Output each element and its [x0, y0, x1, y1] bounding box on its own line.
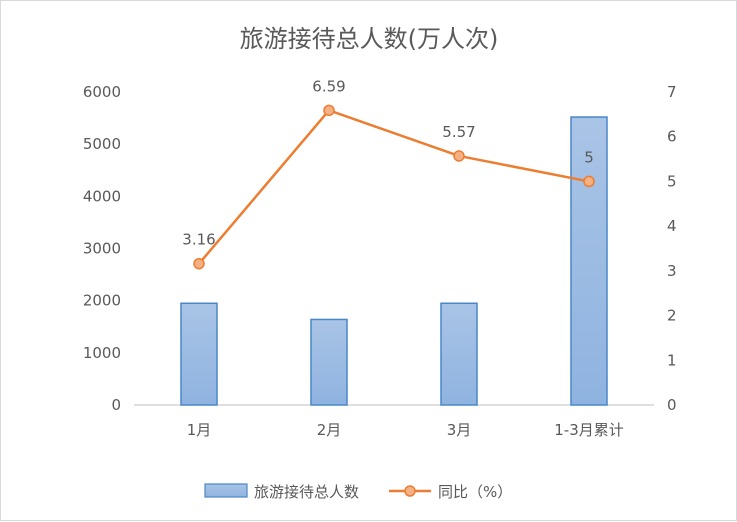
y-right-tick-label: 4 — [667, 217, 677, 235]
bar — [180, 302, 218, 406]
line-point — [193, 257, 205, 270]
y-right-tick-label: 6 — [667, 128, 677, 146]
y-right-tick-label: 0 — [667, 396, 677, 414]
y-right-tick-label: 3 — [667, 262, 677, 280]
bar — [310, 318, 348, 406]
legend-bar-label: 旅游接待总人数 — [254, 483, 359, 501]
data-label: 3.16 — [182, 231, 215, 249]
x-tick-label: 3月 — [447, 421, 472, 439]
y-left-tick-label: 2000 — [83, 292, 121, 310]
data-label: 6.59 — [312, 77, 345, 95]
legend: 旅游接待总人数 同比（%） — [204, 483, 512, 501]
legend-line-marker — [404, 485, 416, 497]
y-right-tick-label: 2 — [667, 307, 677, 325]
y-left-tick-label: 6000 — [83, 83, 121, 101]
line-point — [583, 175, 595, 188]
x-tick-label: 1月 — [187, 421, 212, 439]
line-point — [323, 104, 335, 117]
y-right-tick-label: 1 — [667, 351, 677, 369]
x-tick-label: 1-3月累计 — [554, 421, 624, 439]
legend-line-label: 同比（%） — [438, 483, 512, 501]
chart-title: 旅游接待总人数(万人次) — [240, 25, 499, 53]
y-left-tick-label: 1000 — [83, 344, 121, 362]
bar — [570, 116, 608, 406]
axes: 0 1000 2000 3000 4000 5000 6000 0 1 2 3 4 5 6 7 1月 2月 3月 1… — [83, 83, 677, 439]
data-label: 5.57 — [442, 123, 475, 141]
x-tick-label: 2月 — [317, 421, 342, 439]
bar — [440, 302, 478, 406]
legend-bar-swatch — [204, 483, 248, 498]
line-series: 3.16 6.59 5.57 5 — [182, 77, 595, 270]
line-point — [453, 150, 465, 162]
y-left-tick-label: 4000 — [83, 187, 121, 205]
line-path — [198, 109, 590, 265]
y-right-tick-label: 7 — [667, 83, 677, 101]
y-left-tick-label: 5000 — [83, 135, 121, 153]
y-left-tick-label: 0 — [111, 396, 121, 414]
bar-series — [180, 116, 608, 406]
data-label: 5 — [584, 148, 594, 166]
y-right-tick-label: 5 — [667, 172, 677, 190]
y-left-tick-label: 3000 — [83, 240, 121, 258]
